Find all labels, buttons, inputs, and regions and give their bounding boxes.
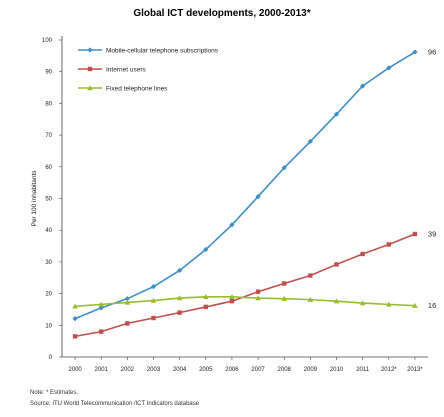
x-tick-label: 2007 — [251, 367, 265, 373]
y-tick-label: 100 — [42, 38, 53, 44]
x-tick-labels: 2000 2001 2002 2003 2004 2005 2006 2007 2008 2009… — [68, 367, 423, 373]
x-tick-label: 2003 — [147, 367, 161, 373]
series-2 — [72, 293, 418, 309]
chart-source: Source: ITU World Telecommunication /ICT… — [30, 401, 200, 407]
y-tick-label: 50 — [45, 197, 52, 203]
data-point — [150, 284, 157, 290]
legend-label: Internet users — [106, 66, 146, 73]
series-line — [74, 233, 416, 338]
data-point — [98, 301, 105, 307]
series-line — [75, 295, 415, 308]
y-tick-labels: 0 10 20 30 40 50 60 70 80 90 100 — [42, 38, 53, 361]
data-point — [72, 334, 78, 339]
y-tick-label: 60 — [45, 165, 52, 171]
data-point — [360, 83, 366, 89]
data-point — [412, 231, 418, 237]
data-point — [385, 301, 392, 307]
data-point — [125, 321, 130, 326]
data-point — [203, 304, 208, 310]
data-point — [202, 293, 209, 299]
data-point — [386, 65, 392, 71]
x-tick-label: 2006 — [225, 367, 239, 373]
x-tick-label: 2012* — [381, 367, 397, 373]
data-point — [177, 310, 182, 315]
x-tick-label: 2002 — [121, 367, 135, 373]
y-tick-label: 40 — [45, 228, 52, 234]
y-tick-label: 90 — [45, 70, 52, 76]
data-point — [386, 242, 391, 247]
data-point — [281, 295, 288, 301]
data-point — [333, 298, 340, 304]
data-point — [72, 303, 78, 309]
data-point — [150, 297, 157, 303]
data-point — [281, 165, 287, 171]
data-point — [255, 295, 261, 301]
data-point — [177, 267, 183, 274]
end-labels: 96 39 16 — [428, 48, 436, 311]
data-point — [359, 300, 366, 306]
data-point — [412, 302, 418, 308]
x-tick-label: 2005 — [199, 367, 213, 373]
legend-label: Fixed telephone lines — [106, 85, 168, 92]
y-tick-label: 10 — [45, 323, 52, 329]
x-tick-label: 2011 — [356, 367, 370, 373]
legend-marker — [87, 47, 93, 53]
data-point — [151, 315, 156, 321]
y-tick-label: 70 — [45, 133, 52, 139]
x-tick-label: 2000 — [68, 367, 82, 373]
legend: Mobile-cellular telephone subscriptions I… — [78, 47, 219, 92]
series-layer — [72, 49, 418, 339]
legend-item: Internet users — [78, 66, 146, 73]
series-1 — [72, 231, 418, 339]
data-point — [308, 273, 313, 278]
data-point — [307, 296, 314, 302]
end-label: 96 — [428, 48, 436, 57]
x-tick-label: 2001 — [95, 367, 109, 373]
data-point — [412, 49, 418, 55]
data-point — [72, 316, 78, 322]
axes — [59, 36, 428, 360]
data-point — [99, 329, 104, 334]
data-point — [334, 262, 339, 267]
data-point — [229, 293, 235, 299]
x-tick-label: 2004 — [173, 367, 187, 373]
y-tick-label: 30 — [45, 260, 52, 266]
data-point — [124, 296, 130, 302]
data-point — [255, 193, 261, 200]
legend-label: Mobile-cellular telephone subscriptions — [106, 47, 219, 54]
data-point — [333, 111, 340, 117]
chart-title: Global ICT developments, 2000-2013* — [133, 8, 310, 19]
x-tick-label: 2013* — [407, 367, 423, 373]
data-point — [203, 246, 209, 253]
data-point — [307, 138, 313, 145]
y-tick-label: 0 — [49, 355, 53, 361]
data-point — [282, 281, 287, 286]
legend-marker — [87, 66, 93, 72]
legend-item: Fixed telephone lines — [78, 85, 168, 92]
legend-marker — [87, 85, 93, 91]
legend-item: Mobile-cellular telephone subscriptions — [78, 47, 219, 54]
series-line — [74, 51, 416, 320]
end-label: 39 — [428, 230, 436, 239]
data-point — [176, 295, 183, 301]
end-label: 16 — [428, 301, 436, 310]
data-point — [229, 299, 235, 304]
chart-note: Note: * Estimates. — [30, 390, 79, 396]
y-tick-label: 80 — [45, 101, 52, 107]
data-point — [360, 251, 365, 257]
data-point — [229, 222, 235, 228]
y-tick-label: 20 — [45, 292, 52, 298]
data-point — [124, 299, 131, 305]
x-tick-label: 2010 — [330, 367, 344, 373]
y-axis-label: Per 100 inhabitants — [31, 170, 38, 227]
data-point — [255, 289, 261, 294]
x-tick-label: 2008 — [278, 367, 292, 373]
x-tick-label: 2009 — [304, 367, 318, 373]
